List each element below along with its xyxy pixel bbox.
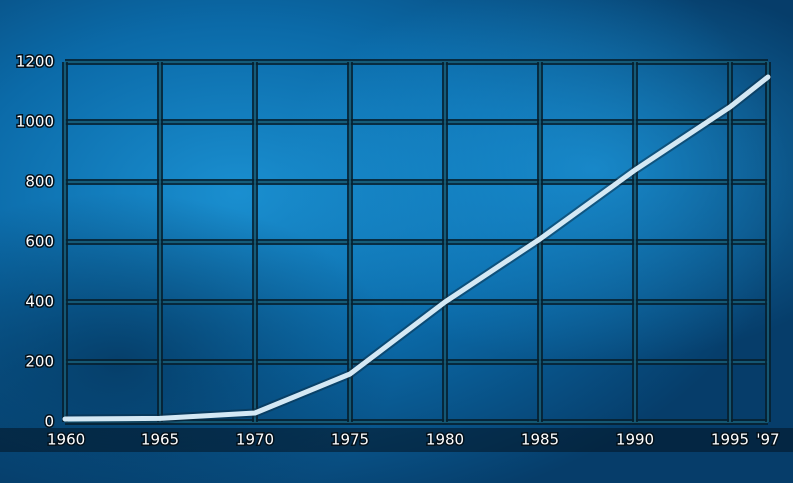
x-tick-label: 1960 <box>47 431 85 449</box>
y-tick-label: 0 <box>44 413 54 431</box>
x-tick-label: 1985 <box>521 431 559 449</box>
y-tick-label: 1000 <box>16 113 54 131</box>
grid <box>62 59 771 425</box>
x-tick-label: 1990 <box>616 431 654 449</box>
x-tick-label: 1965 <box>141 431 179 449</box>
x-tick-label: 1995 <box>711 431 749 449</box>
x-tick-label: 1975 <box>331 431 369 449</box>
y-tick-label: 200 <box>25 353 54 371</box>
x-tick-label: 1980 <box>426 431 464 449</box>
y-tick-label: 400 <box>25 293 54 311</box>
y-tick-label: 1200 <box>16 53 54 71</box>
x-tick-label: 1970 <box>236 431 274 449</box>
line <box>62 74 771 422</box>
labels: 0 200 400 600 800 1000 1200 1960 1965 1970 1975 198… <box>14 51 781 450</box>
y-tick-label: 800 <box>25 173 54 191</box>
x-axis-band <box>0 428 793 452</box>
y-tick-label: 600 <box>25 233 54 251</box>
x-tick-label: '97 <box>756 431 779 449</box>
